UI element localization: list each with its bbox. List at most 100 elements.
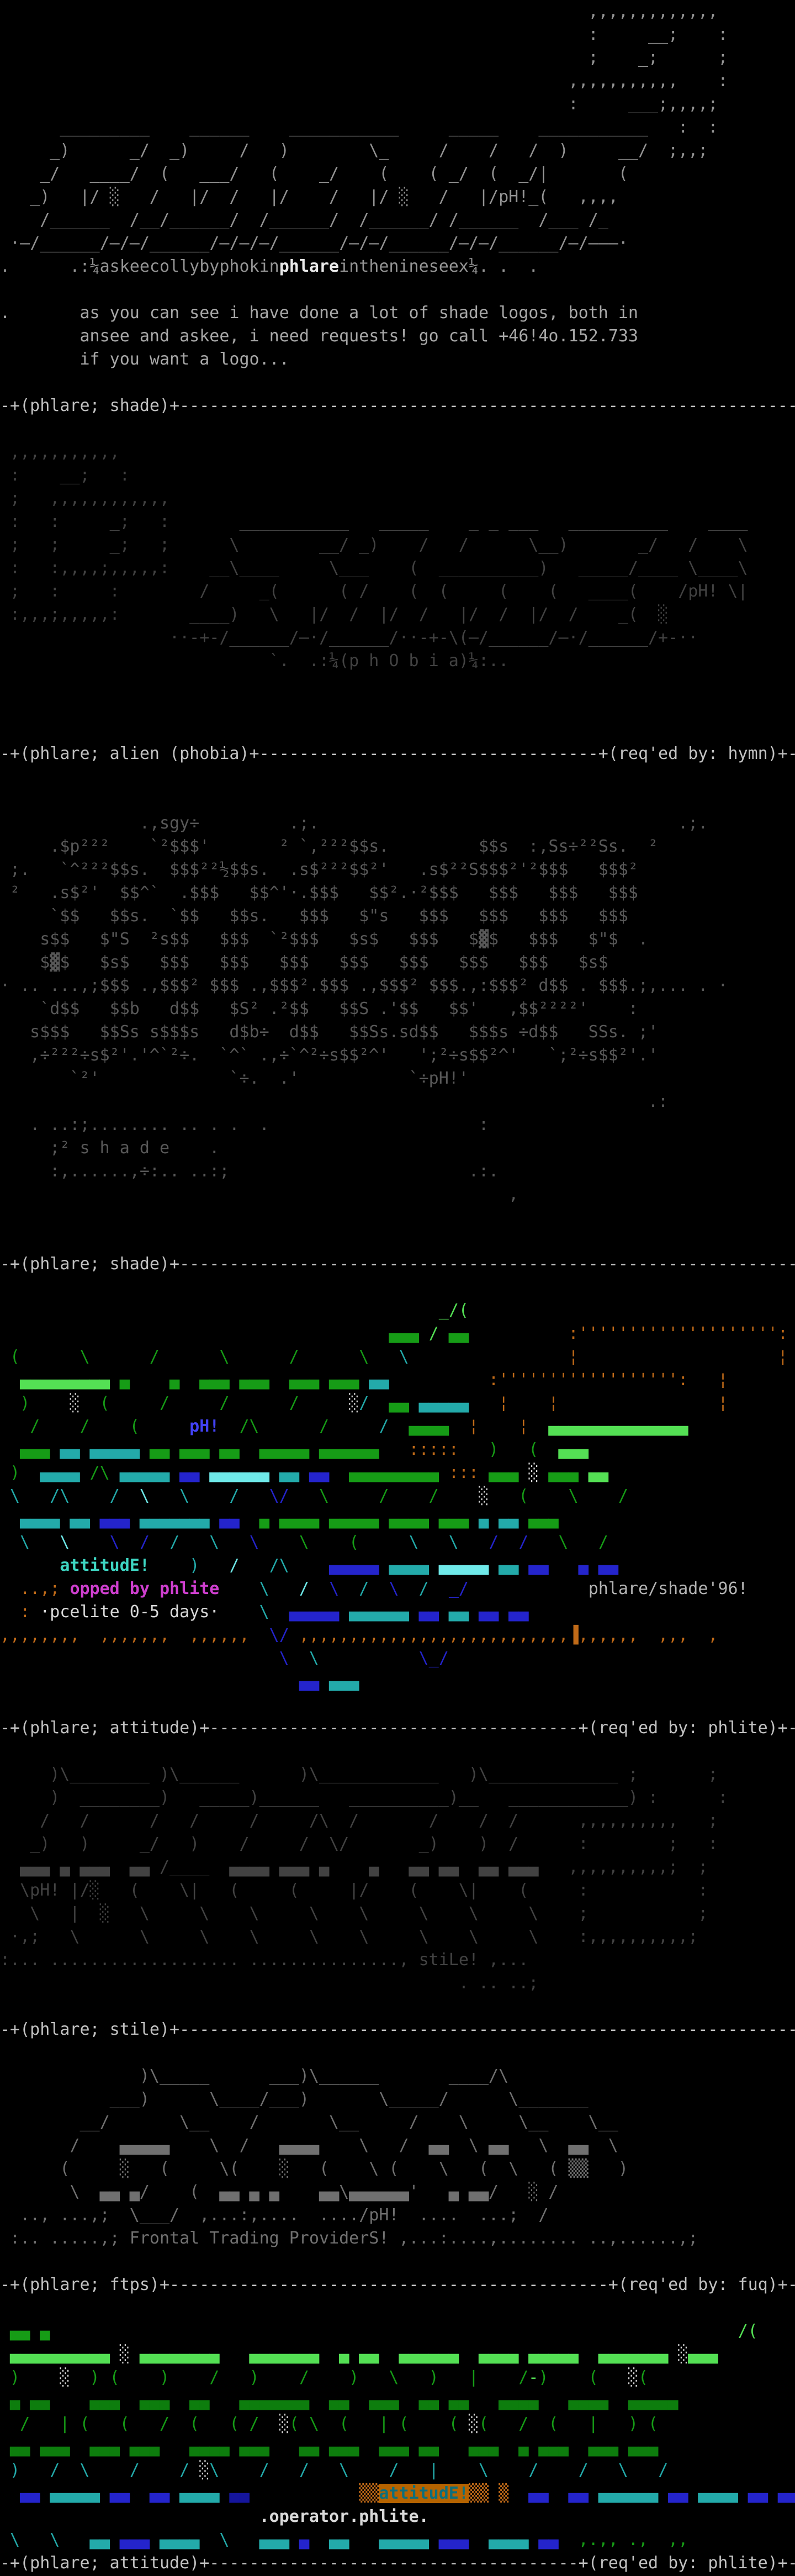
divider-phlare-shade-1: -+(phlare; shade)+----------------------… — [0, 394, 795, 418]
text-segment: ▄▄ — [668, 2484, 698, 2503]
text-segment: \ / / \ / | \ / / \ / — [209, 2461, 669, 2480]
art-line: :,......,÷:.. ..:; .:. — [0, 1160, 795, 1183]
art-line: : ·pcelite 0-5 days· \ ▄▄▄▄▄ ▄▄▄▄▄▄ ▄▄ ▄… — [0, 1601, 795, 1624]
text-segment: ,.,, ., ,, — [568, 2530, 688, 2549]
text-segment: ▄▄▄▄ — [698, 2484, 748, 2503]
text-segment: \ / — [528, 1533, 608, 1552]
text-segment: \ — [389, 1579, 419, 1598]
text-segment: ) ( ) / ) / ) \ ) | / — [70, 2368, 529, 2387]
spacer — [0, 278, 795, 302]
text-segment: ▄▄▄ — [329, 1672, 359, 1691]
art-line — [0, 278, 795, 302]
text-segment — [0, 280, 10, 299]
spacer — [0, 1740, 795, 1763]
art-line — [0, 1276, 795, 1299]
text-segment: ; ; _; ; \ __/ _) / / \__) _/ / \ — [0, 535, 748, 555]
text-segment: \ / — [149, 1486, 269, 1506]
text-segment: :.. .....,; Frontal Trading ProviderS! ,… — [0, 2229, 698, 2248]
divider-phlare-alien-phobia: -+(phlare; alien (phobia)+--------------… — [0, 742, 795, 766]
art-line — [0, 371, 795, 394]
art-line: ▄▄ ▄▄▄ ▄▄▄ ▄▄▄ ▄▄▄▄ ▄▄▄ ▄▄ ▄▄▄ ▄▄▄ ▄▄ ▄▄… — [0, 2436, 795, 2459]
text-segment: ▐ — [568, 1625, 579, 1645]
text-segment — [0, 2298, 10, 2318]
text-segment: :,......,÷:.. ..:; .:. — [0, 1162, 499, 1181]
text-segment: ▄▄▄▄▄▄▄ — [139, 1509, 220, 1529]
text-segment: \/ — [269, 1625, 289, 1645]
text-segment: if you want a logo... — [0, 350, 289, 369]
text-segment: .operator.phlite. — [259, 2507, 429, 2526]
text-segment: ▄▄▄▄▄ — [329, 1556, 389, 1575]
text-segment: - — [528, 2368, 539, 2387]
art-line: ) ________) _____)______ __________)__ _… — [0, 1786, 795, 1809]
art-line: `d$$ $$b d$$ $S² .²$$ $$S .'$$ $$' ,$$²²… — [0, 997, 795, 1021]
text-segment: \ — [259, 1602, 289, 1622]
text-segment — [0, 1649, 279, 1668]
art-line: . ..:;........ .. . . . : — [0, 1113, 795, 1137]
logo-attitude-2: ▄▄ ▄ /( ▄▄▄▄▄▄▄▄▄▄ ░ ▄▄▄▄▄▄▄▄ ▄▄▄▄▄▄▄ ▄ … — [0, 2320, 795, 2552]
text-segment: ) ( — [478, 1440, 549, 1459]
text-segment: / | ( ( / ( ( / — [0, 2414, 279, 2434]
text-segment: , — [0, 1185, 519, 1204]
art-line: ,÷²²²÷s$²'.'^`²÷. `^` .,÷`^²÷s$$²^' ';²÷… — [0, 1044, 795, 1067]
text-segment: -+(phlare; shade)+----------------------… — [0, 396, 795, 415]
text-segment: / — [359, 1579, 389, 1598]
art-line: ▄▄▄ / ▄▄ :'''''''''''''''''''': — [0, 1322, 795, 1345]
text-segment: _/ — [448, 1579, 469, 1598]
text-segment: ;. `^²²²$$s. $$$²²½$$s. .s$²²²$$²' .s$²²… — [0, 860, 638, 879]
text-segment: $▓$ $s$ $$$ $$$ $$$ $$$ $$$ $$$ $$$ $s$ — [0, 953, 608, 972]
text-segment: / — [418, 1579, 449, 1598]
text-segment: / \ — [169, 1533, 250, 1552]
art-line: .$p²²² `²$$$' ² `,²²²$$s. $$s :,Ss÷²²Ss.… — [0, 835, 795, 858]
text-segment: ; ,,,,,,,,,,,, — [0, 489, 170, 508]
art-line: \pH! |/░ ( \| ( ( |/ ( \| ( : : — [0, 1879, 795, 1902]
text-segment — [0, 698, 10, 717]
text-segment: ░ — [478, 1486, 489, 1506]
spacer — [0, 1693, 795, 1717]
text-segment: ▄▄ ▄▄▄▄▄ — [329, 2530, 439, 2549]
text-segment: `$$ $$s. `$$ $$s. $$$ $"s $$$ $$$ $$$ $$… — [0, 906, 628, 926]
art-line: ;. `^²²²$$s. $$$²²½$$s. .s$²²²$$²' .s$²²… — [0, 858, 795, 881]
spacer — [0, 1276, 795, 1299]
note-line: ansee and askee, i need requests! go cal… — [0, 325, 795, 348]
divider-phlare-ftps: -+(phlare; ftps)+-----------------------… — [0, 2273, 795, 2297]
art-line: _________ ______ ___________ _____ _____… — [0, 116, 795, 139]
art-line: .,sgy÷ .;. .;. — [0, 812, 795, 835]
text-segment: ░ — [628, 2368, 638, 2387]
text-segment: ,,,,,, ,,, , — [578, 1625, 718, 1645]
spacer — [0, 673, 795, 742]
art-line: ,,,,,,,, ,,,,,,, ,,,,,, \/ ,,,,,,,,,,,,,… — [0, 1624, 795, 1647]
text-segment: \ | ░ \ \ \ \ \ \ \ \ ; ; — [0, 1904, 708, 1923]
text-segment: ·pcelite 0-5 days· — [40, 1602, 220, 1622]
text-segment: ░ — [468, 2414, 479, 2434]
text-segment: ▄▄ — [448, 1602, 479, 1622]
text-segment: ansee and askee, i need requests! go cal… — [0, 326, 638, 346]
art-line — [0, 766, 795, 789]
text-segment: / — [299, 1579, 330, 1598]
text-segment: ▄▄▄▄▄▄▄▄▄▄ — [0, 2345, 120, 2364]
text-segment: ▄▄ — [369, 1370, 389, 1390]
text-segment: \ / — [109, 1533, 170, 1552]
text-segment: ¦ — [718, 1370, 728, 1390]
art-line: ;² s h a d e . — [0, 1137, 795, 1160]
text-segment: \ \ ▄▄ — [0, 2530, 120, 2549]
art-line — [0, 2250, 795, 2273]
text-segment: /______ /__/______/ /______/ /______/ /_… — [0, 210, 608, 230]
text-segment: inthenineseex¼. . . — [339, 257, 539, 276]
text-segment — [389, 1370, 489, 1390]
text-segment: ▄ — [299, 2530, 330, 2549]
caption-line: . .:¼askeecollybyphokinphlareintheninese… — [0, 255, 795, 278]
art-line: .: — [0, 1090, 795, 1113]
text-segment: pH! — [189, 1417, 220, 1436]
text-segment: ¦ — [718, 1393, 728, 1413]
text-segment: ¦ — [548, 1393, 559, 1413]
art-line: :,,,;,,,,,: ____) \ |/ / |/ / |/ / |/ / … — [0, 603, 795, 626]
text-segment: .$p²²² `²$$$' ² `,²²²$$s. $$s :,Ss÷²²Ss.… — [0, 837, 659, 856]
art-line: ▄▄▄ ▄▄ ▄▄▄▄▄ ▄▄ ▄▄▄ ▄▄ ▄▄▄▄▄ ▄▄▄▄▄▄ ::::… — [0, 1438, 795, 1461]
text-segment: ) ( — [538, 2368, 628, 2387]
text-segment: phlare/shade'96! — [588, 1579, 748, 1598]
art-line — [0, 1995, 795, 2018]
text-segment: : : _; : ___________ _____ _ _ ___ _____… — [0, 512, 748, 531]
logo-shade-big: .,sgy÷ .;. .;. .$p²²² `²$$$' ² `,²²²$$s.… — [0, 812, 795, 1206]
text-segment: .., ...,; \___/ ,...:,.... ..../pH! ....… — [0, 2205, 549, 2225]
text-segment: .: — [0, 1092, 669, 1111]
